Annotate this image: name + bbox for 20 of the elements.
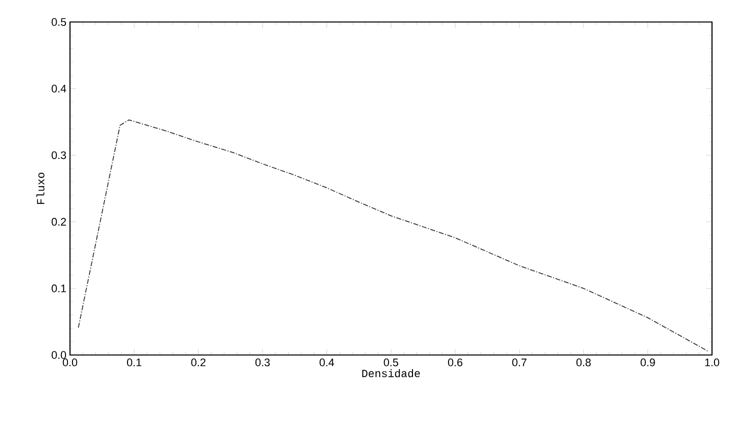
- x-tick-label: 0.6: [448, 358, 462, 366]
- x-tick-label: 0.2: [191, 358, 206, 366]
- x-tick-label: 0.1: [127, 358, 142, 366]
- x-tick-label: 0.3: [255, 358, 270, 366]
- x-tick-label: 0.0: [62, 358, 78, 366]
- x-tick-label: 1.0: [705, 358, 720, 366]
- y-tick-label: 0.2: [52, 218, 66, 226]
- x-tick-label: 0.5: [384, 358, 398, 366]
- x-tick-label: 0.4: [320, 358, 334, 366]
- y-tick-label: 0.5: [52, 18, 66, 26]
- x-axis-title: Densidade: [362, 369, 420, 378]
- y-axis-title: Fluxo: [36, 172, 44, 204]
- y-tick-label: 0.3: [52, 151, 66, 160]
- y-tick-label: 0.4: [52, 84, 66, 92]
- y-tick-label: 0.0: [52, 351, 66, 359]
- x-tick-label: 0.9: [640, 358, 655, 366]
- x-tick-label: 0.8: [576, 358, 591, 366]
- line-series: [78, 119, 710, 352]
- y-tick-label: 0.1: [52, 284, 66, 292]
- x-tick-label: 0.7: [512, 358, 526, 366]
